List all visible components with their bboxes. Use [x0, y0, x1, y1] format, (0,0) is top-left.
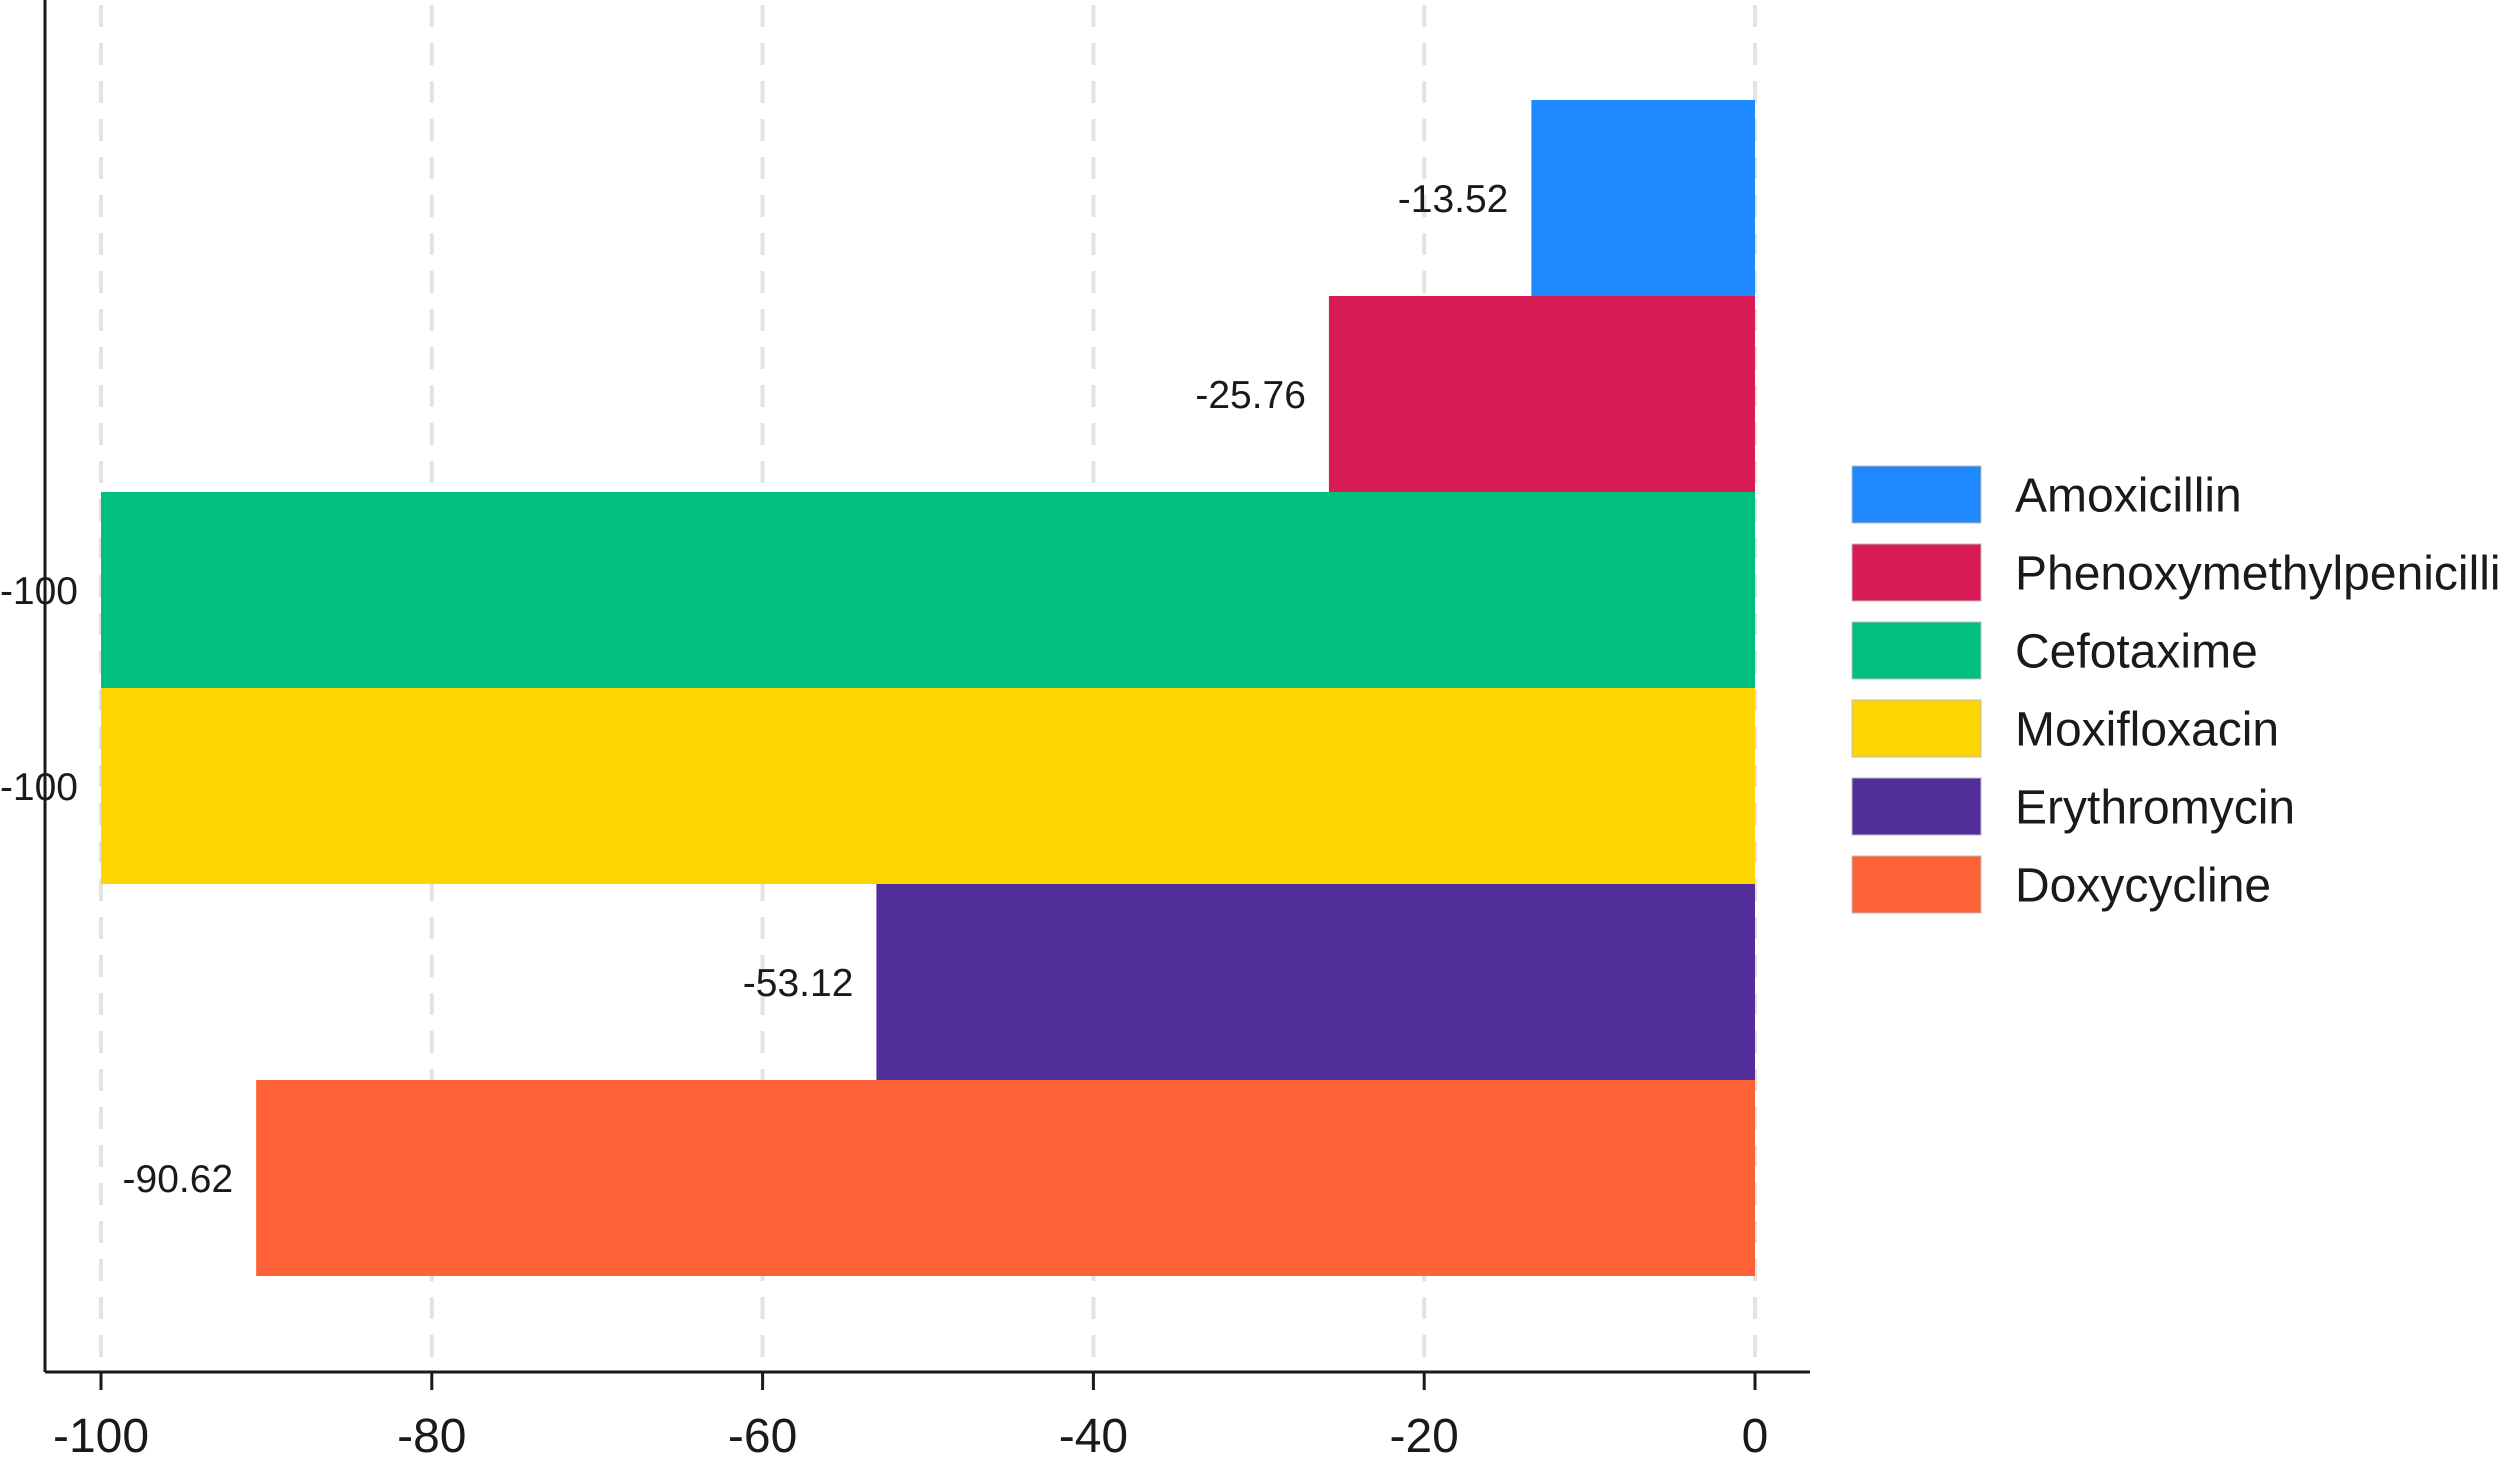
legend-swatch: [1851, 777, 1982, 836]
axes: -100 -80 -60 -40 -20 0: [43, 0, 1810, 1459]
legend-label: Cefotaxime: [2015, 626, 2258, 679]
legend-label: Phenoxymethylpenicillin: [2015, 548, 2500, 601]
bar-cefotaxime: [101, 492, 1755, 688]
x-tick-label: -80: [397, 1410, 466, 1459]
data-labels: -13.52 -25.76 -100 -100 -53.12 -90.62: [0, 178, 1508, 1201]
legend-label: Moxifloxacin: [2015, 704, 2279, 757]
x-tick-label: -100: [53, 1410, 149, 1459]
legend-label: Amoxicillin: [2015, 470, 2242, 523]
bar-doxycycline: [256, 1080, 1755, 1276]
bar-moxifloxacin: [101, 688, 1755, 884]
legend-swatch: [1851, 465, 1982, 524]
x-tick-label: -20: [1390, 1410, 1459, 1459]
data-label: -25.76: [1195, 374, 1306, 417]
data-label: -13.52: [1398, 178, 1509, 221]
data-label: -53.12: [743, 962, 854, 1005]
x-tick-label: -40: [1059, 1410, 1128, 1459]
legend-swatch: [1851, 699, 1982, 758]
legend-swatch: [1851, 621, 1982, 680]
bar-phenoxymethylpenicillin: [1328, 296, 1755, 492]
legend: Amoxicillin Phenoxymethylpenicillin Cefota…: [1851, 465, 2500, 914]
bar-erythromycin: [876, 884, 1755, 1080]
legend-label: Erythromycin: [2015, 782, 2295, 835]
x-tick-label: 0: [1742, 1410, 1769, 1459]
bar-amoxicillin: [1531, 100, 1755, 296]
data-label: -90.62: [123, 1158, 234, 1201]
legend-swatch: [1851, 855, 1982, 914]
legend-swatch: [1851, 543, 1982, 602]
data-label: -100: [0, 570, 78, 613]
x-tick-label: -60: [728, 1410, 797, 1459]
data-label: -100: [0, 766, 78, 809]
bars: [101, 100, 1755, 1276]
legend-label: Doxycycline: [2015, 860, 2271, 913]
